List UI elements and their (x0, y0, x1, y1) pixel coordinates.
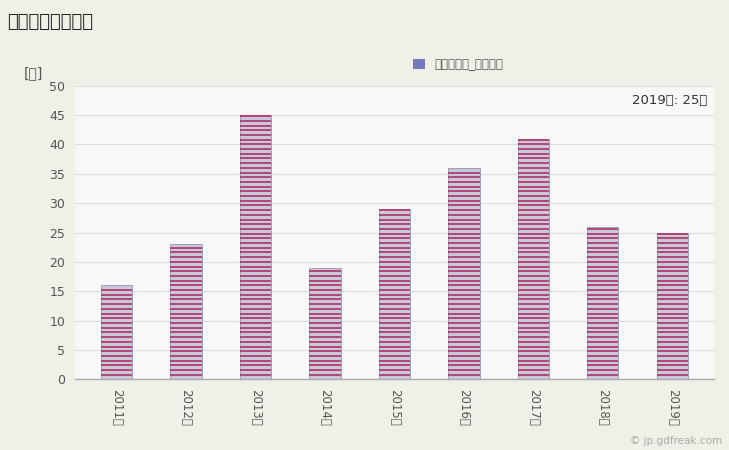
Bar (309, 268, 340, 379)
Bar (448, 168, 480, 379)
Text: © jp.gdfreak.com: © jp.gdfreak.com (630, 436, 722, 446)
Text: 建築物総数の推移: 建築物総数の推移 (7, 14, 93, 32)
Bar (240, 115, 271, 379)
Legend: 全建築物計_建築物数: 全建築物計_建築物数 (408, 54, 508, 76)
Bar (101, 285, 132, 379)
Bar (657, 233, 688, 379)
Bar (518, 139, 549, 379)
Text: 2019年: 25棴: 2019年: 25棴 (632, 94, 708, 108)
Bar (587, 227, 618, 379)
Bar (379, 209, 410, 379)
Text: [棴]: [棴] (23, 66, 43, 80)
Bar (171, 244, 202, 379)
